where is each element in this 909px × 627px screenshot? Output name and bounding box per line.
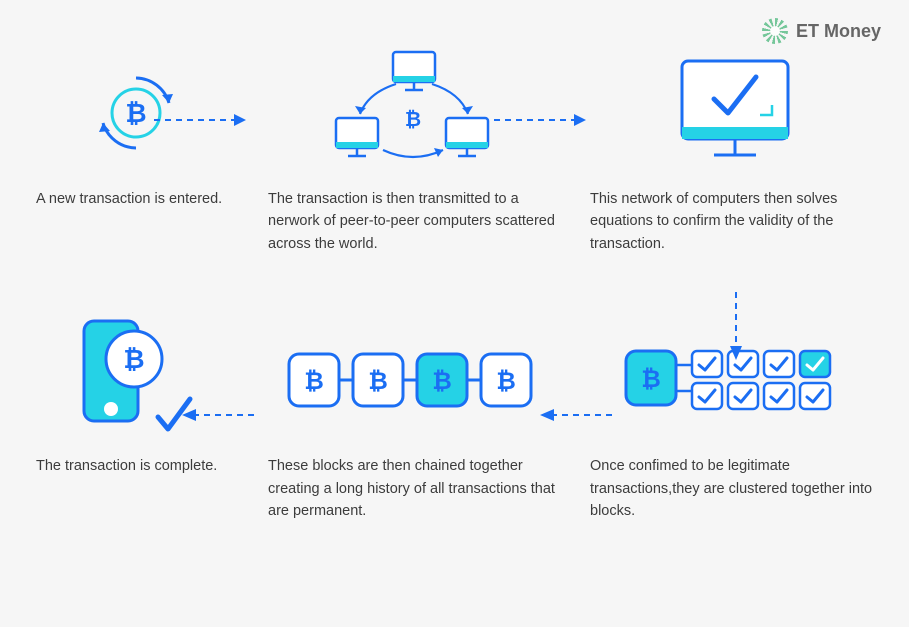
step-6-icon: ₿ (36, 315, 236, 445)
arrow-2-3 (490, 110, 590, 130)
svg-text:₿: ₿ (125, 98, 146, 128)
svg-text:₿: ₿ (368, 368, 388, 395)
brand-logo: ET Money (762, 18, 881, 44)
svg-text:₿: ₿ (123, 344, 144, 374)
brand-name: ET Money (796, 21, 881, 42)
step-5-caption: These blocks are then chained together c… (268, 455, 558, 522)
svg-text:₿: ₿ (432, 368, 452, 395)
step-1: ₿ A new transaction is entered. (36, 48, 236, 255)
arrow-1-2 (150, 110, 250, 130)
svg-text:₿: ₿ (304, 368, 324, 395)
step-4-caption: Once confimed to be legitimate transacti… (590, 455, 880, 522)
step-1-caption: A new transaction is entered. (36, 188, 236, 210)
step-2: ₿ The transaction is then transmitted to… (268, 48, 558, 255)
step-6-caption: The transaction is complete. (36, 455, 236, 477)
arrow-3-4 (726, 290, 746, 362)
brand-logo-icon (762, 18, 788, 44)
step-3: This network of computers then solves eq… (590, 48, 880, 255)
step-3-caption: This network of computers then solves eq… (590, 188, 880, 255)
step-3-icon (590, 48, 880, 178)
svg-text:₿: ₿ (496, 368, 516, 395)
arrow-5-6 (178, 405, 258, 425)
step-5: ₿ ₿ ₿ ₿ These blocks are then c (268, 315, 558, 522)
svg-text:₿: ₿ (405, 109, 421, 131)
arrow-4-5 (536, 405, 616, 425)
svg-text:₿: ₿ (641, 366, 661, 393)
step-5-icon: ₿ ₿ ₿ ₿ (268, 315, 558, 445)
step-2-caption: The transaction is then transmitted to a… (268, 188, 558, 255)
